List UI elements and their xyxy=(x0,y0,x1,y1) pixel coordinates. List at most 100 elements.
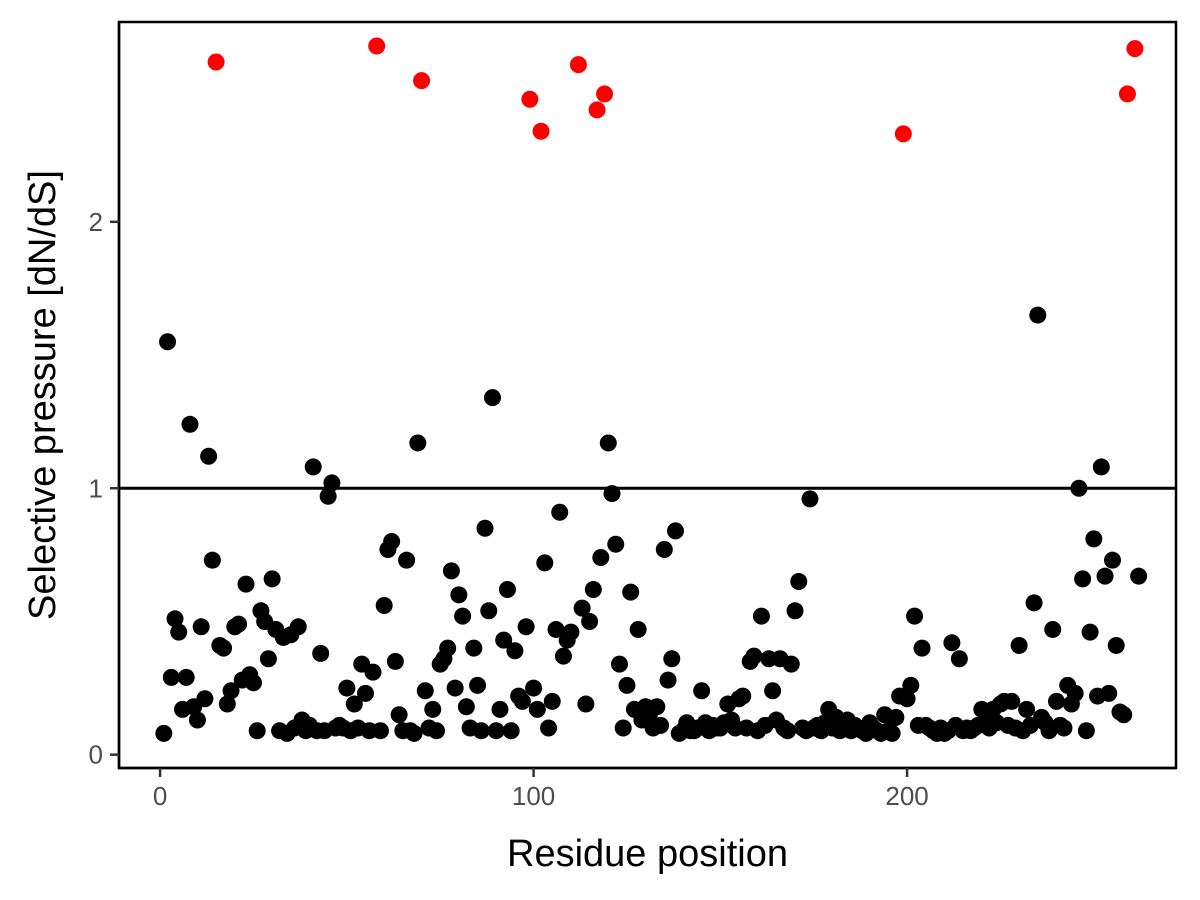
data-point xyxy=(375,596,393,614)
data-point xyxy=(364,663,382,681)
data-point xyxy=(465,639,483,657)
data-point xyxy=(383,533,401,551)
data-point xyxy=(1066,684,1084,702)
data-point xyxy=(551,503,569,521)
data-point xyxy=(1096,567,1114,585)
data-point xyxy=(528,700,546,718)
data-point xyxy=(1010,636,1028,654)
data-point xyxy=(345,695,363,713)
data-point xyxy=(525,679,543,697)
y-tick-label: 0 xyxy=(89,740,103,770)
data-point xyxy=(230,615,248,633)
data-point xyxy=(405,724,423,742)
data-point xyxy=(652,716,670,734)
data-point xyxy=(390,706,408,724)
data-point xyxy=(457,698,475,716)
data-point xyxy=(607,535,625,553)
data-point xyxy=(581,612,599,630)
x-tick-label: 0 xyxy=(153,781,167,811)
data-point xyxy=(192,618,210,636)
data-point xyxy=(663,650,681,668)
data-point xyxy=(188,711,206,729)
data-point xyxy=(162,668,180,686)
data-point xyxy=(1107,636,1125,654)
data-point xyxy=(648,698,666,716)
data-point xyxy=(517,618,535,636)
data-point xyxy=(177,668,195,686)
data-point xyxy=(752,607,770,625)
data-point xyxy=(667,522,685,540)
data-point xyxy=(554,647,572,665)
data-point xyxy=(1100,684,1118,702)
data-points xyxy=(155,37,1148,742)
plot-area xyxy=(117,20,1178,770)
data-point xyxy=(181,415,199,433)
data-point xyxy=(200,447,218,465)
x-axis-title: Residue position xyxy=(507,833,788,875)
highlighted-data-point xyxy=(532,122,550,140)
y-tick-label: 1 xyxy=(89,473,103,503)
x-tick-label: 200 xyxy=(885,781,928,811)
data-point xyxy=(622,583,640,601)
data-point xyxy=(898,690,916,708)
data-point xyxy=(222,682,240,700)
data-point xyxy=(1003,692,1021,710)
data-point xyxy=(1044,620,1062,638)
data-point xyxy=(659,671,677,689)
data-point xyxy=(498,580,516,598)
data-point xyxy=(536,554,554,572)
data-point xyxy=(584,580,602,598)
data-point xyxy=(487,722,505,740)
data-point xyxy=(599,434,617,452)
data-point xyxy=(1070,479,1088,497)
data-point xyxy=(1074,570,1092,588)
data-point xyxy=(170,623,188,641)
data-point xyxy=(950,650,968,668)
plot-border xyxy=(117,20,1178,770)
data-point xyxy=(573,599,591,617)
data-point xyxy=(506,642,524,660)
data-point xyxy=(592,549,610,567)
data-point xyxy=(883,724,901,742)
data-point xyxy=(887,708,905,726)
data-point xyxy=(764,682,782,700)
data-point xyxy=(745,647,763,665)
data-point xyxy=(577,695,595,713)
data-point xyxy=(244,674,262,692)
data-point xyxy=(906,607,924,625)
highlighted-data-point xyxy=(894,125,912,143)
data-point xyxy=(1130,567,1148,585)
data-point xyxy=(734,687,752,705)
y-tick-label: 2 xyxy=(89,207,103,237)
data-point xyxy=(476,519,494,537)
data-point xyxy=(1077,722,1095,740)
data-point xyxy=(495,631,513,649)
data-point xyxy=(323,474,341,492)
data-point xyxy=(543,692,561,710)
data-point xyxy=(218,695,236,713)
data-point xyxy=(424,700,442,718)
highlighted-data-point xyxy=(1126,40,1144,58)
data-point xyxy=(416,682,434,700)
data-point xyxy=(263,570,281,588)
data-point xyxy=(1104,551,1122,569)
data-point xyxy=(248,722,266,740)
data-point xyxy=(1055,719,1073,737)
data-point xyxy=(159,333,177,351)
data-point xyxy=(913,639,931,657)
data-point xyxy=(196,690,214,708)
data-point xyxy=(502,722,520,740)
data-point xyxy=(155,724,173,742)
data-point xyxy=(1029,306,1047,324)
data-point xyxy=(398,551,416,569)
data-point xyxy=(427,722,445,740)
data-point xyxy=(319,487,337,505)
data-point xyxy=(513,692,531,710)
data-point xyxy=(603,485,621,503)
data-point xyxy=(289,618,307,636)
y-axis-title: Selective pressure [dN/dS] xyxy=(22,170,64,620)
data-point xyxy=(1047,692,1065,710)
data-point xyxy=(480,602,498,620)
data-point xyxy=(338,679,356,697)
data-point xyxy=(446,679,464,697)
